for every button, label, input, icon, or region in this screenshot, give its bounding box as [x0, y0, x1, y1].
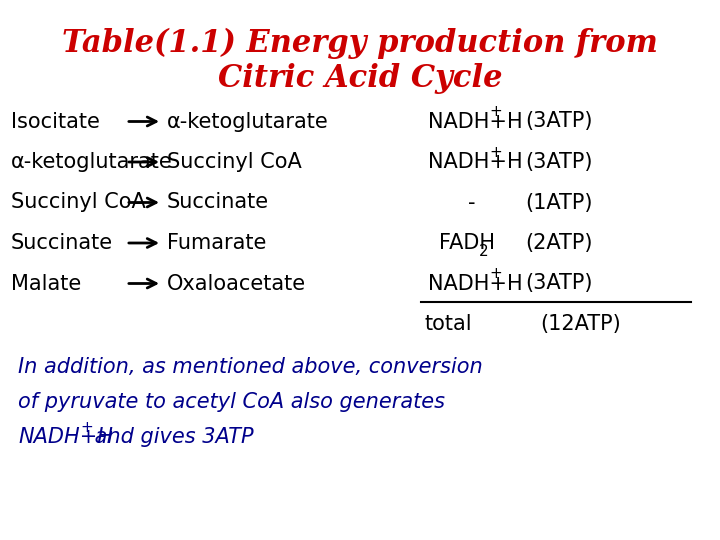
Text: Malate: Malate: [11, 273, 81, 294]
Text: α-ketoglutarate: α-ketoglutarate: [11, 152, 173, 172]
Text: NADH+H: NADH+H: [428, 111, 523, 132]
Text: FADH: FADH: [439, 233, 495, 253]
Text: 2: 2: [479, 244, 488, 259]
Text: NADH+H: NADH+H: [428, 152, 523, 172]
Text: Table(1.1) Energy production from: Table(1.1) Energy production from: [62, 28, 658, 59]
Text: (2ATP): (2ATP): [526, 233, 593, 253]
Text: NADH+H: NADH+H: [428, 273, 523, 294]
Text: -: -: [468, 192, 475, 213]
Text: +: +: [490, 266, 503, 281]
Text: Citric Acid Cycle: Citric Acid Cycle: [217, 63, 503, 94]
Text: +: +: [490, 145, 503, 160]
Text: (3ATP): (3ATP): [526, 111, 593, 132]
Text: (3ATP): (3ATP): [526, 152, 593, 172]
Text: +: +: [81, 420, 94, 435]
Text: In addition, as mentioned above, conversion: In addition, as mentioned above, convers…: [18, 357, 482, 377]
Text: NADH+H: NADH+H: [18, 427, 113, 448]
Text: +: +: [490, 104, 503, 119]
Text: Succinyl CoA: Succinyl CoA: [167, 152, 302, 172]
Text: Oxaloacetate: Oxaloacetate: [167, 273, 306, 294]
Text: Succinate: Succinate: [11, 233, 113, 253]
Text: Fumarate: Fumarate: [167, 233, 266, 253]
Text: (12ATP): (12ATP): [540, 314, 621, 334]
Text: Succinate: Succinate: [167, 192, 269, 213]
Text: Isocitate: Isocitate: [11, 111, 99, 132]
Text: α-ketoglutarate: α-ketoglutarate: [167, 111, 329, 132]
Text: (1ATP): (1ATP): [526, 192, 593, 213]
Text: and gives 3ATP: and gives 3ATP: [88, 427, 253, 448]
Text: Succinyl CoA: Succinyl CoA: [11, 192, 145, 213]
Text: total: total: [425, 314, 472, 334]
Text: (3ATP): (3ATP): [526, 273, 593, 294]
Text: of pyruvate to acetyl CoA also generates: of pyruvate to acetyl CoA also generates: [18, 392, 445, 413]
